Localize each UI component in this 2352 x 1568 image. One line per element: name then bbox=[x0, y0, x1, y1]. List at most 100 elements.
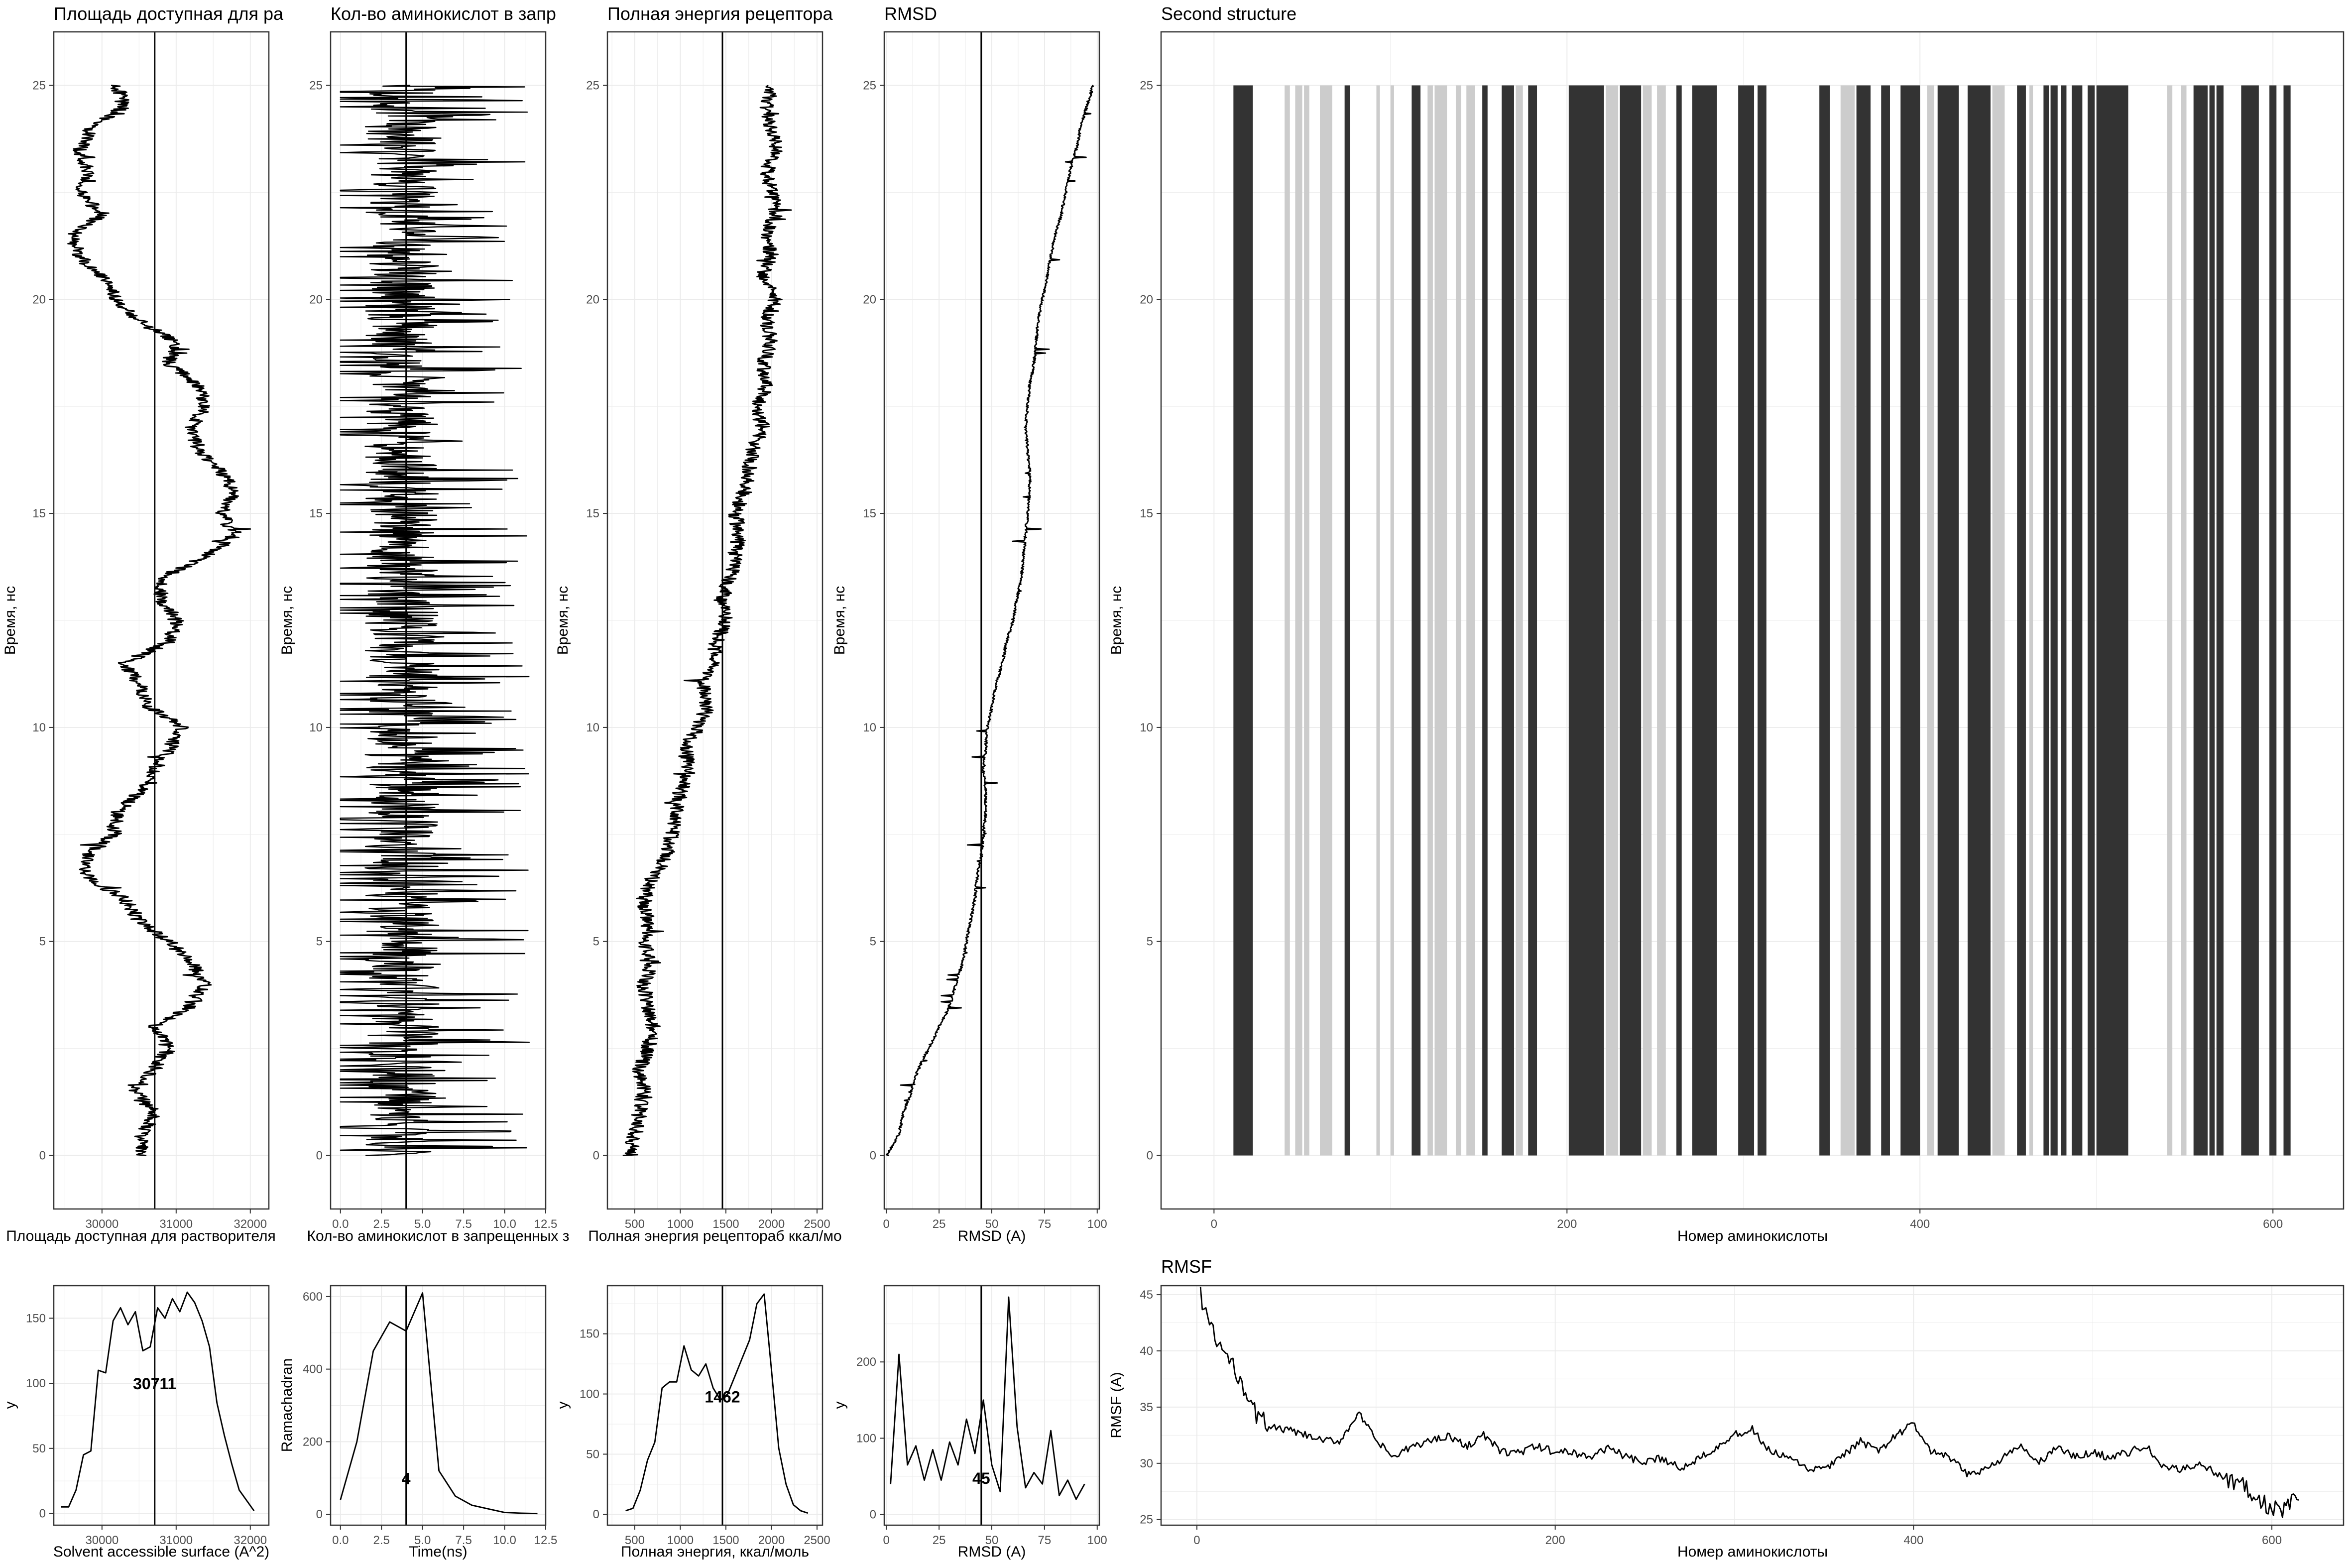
chart-title: Second structure bbox=[1161, 3, 1296, 24]
ss-segment-helix bbox=[1502, 85, 1514, 1156]
y-axis-label: y bbox=[831, 1402, 848, 1409]
ss-segment-sheet bbox=[1516, 85, 1523, 1156]
mean-label: 1462 bbox=[705, 1388, 740, 1406]
y-tick-label: 10 bbox=[1140, 721, 1153, 734]
y-tick-label: 10 bbox=[863, 721, 876, 734]
ss-segment-helix bbox=[1482, 85, 1488, 1156]
ss-segment-helix bbox=[2050, 85, 2058, 1156]
plot-background bbox=[54, 1286, 269, 1525]
ss-segment-helix bbox=[2283, 85, 2291, 1156]
y-tick-label: 200 bbox=[303, 1435, 323, 1448]
y-tick-label: 15 bbox=[1140, 507, 1153, 520]
panel-border bbox=[330, 1285, 547, 1526]
y-tick-label: 0 bbox=[870, 1149, 876, 1163]
y-tick-label: 15 bbox=[32, 507, 46, 520]
x-tick-label: 0 bbox=[883, 1534, 890, 1547]
y-tick-label: 20 bbox=[863, 293, 876, 306]
panel-border bbox=[1160, 1285, 2345, 1526]
y-tick-label: 150 bbox=[26, 1312, 46, 1325]
series-line bbox=[1199, 1287, 2299, 1518]
ss-segment-helix bbox=[2061, 85, 2067, 1156]
ss-segment-helix bbox=[1344, 85, 1350, 1156]
y-tick-label: 15 bbox=[309, 507, 323, 520]
ss-segment-sheet bbox=[2029, 85, 2033, 1156]
y-tick-label: 0 bbox=[1147, 1149, 1153, 1163]
ss-segment-sheet bbox=[1390, 85, 1394, 1156]
gridlines bbox=[1161, 1286, 2344, 1525]
y-tick-label: 35 bbox=[1140, 1401, 1153, 1414]
gridlines bbox=[54, 1286, 269, 1525]
y-tick-label: 20 bbox=[309, 293, 323, 306]
x-tick-label: 600 bbox=[2262, 1534, 2282, 1547]
x-axis-label: Solvent accessible surface (A^2) bbox=[53, 1544, 269, 1560]
panel-border bbox=[606, 1285, 823, 1526]
data-layer bbox=[1199, 1287, 2299, 1518]
y-tick-label: 0 bbox=[870, 1508, 876, 1522]
ss-segment-helix bbox=[1568, 85, 1604, 1156]
y-axis-label: Время, нс bbox=[831, 586, 848, 655]
x-axis-label: Кол-во аминокислот в запрещенных з bbox=[307, 1228, 570, 1244]
mean-label: 30711 bbox=[133, 1375, 176, 1393]
mean-label: 4 bbox=[402, 1469, 411, 1487]
x-tick-label: 31000 bbox=[159, 1217, 193, 1231]
data-layer bbox=[885, 32, 1094, 1209]
series-line bbox=[625, 1293, 809, 1514]
x-tick-label: 1500 bbox=[712, 1217, 739, 1231]
ss-segment-helix bbox=[1411, 85, 1421, 1156]
x-axis-label: RMSD (A) bbox=[958, 1544, 1026, 1560]
y-tick-label: 20 bbox=[1140, 293, 1153, 306]
series-line bbox=[67, 85, 251, 1156]
x-tick-label: 10.0 bbox=[493, 1217, 516, 1231]
series-line bbox=[622, 85, 792, 1156]
y-tick-label: 0 bbox=[593, 1149, 599, 1163]
data-layer bbox=[340, 32, 530, 1209]
ss-segment-sheet bbox=[2181, 85, 2187, 1156]
panel-border bbox=[53, 31, 270, 1210]
x-tick-label: 2500 bbox=[804, 1217, 830, 1231]
chart-title: RMSF bbox=[1161, 1256, 1212, 1277]
x-tick-label: 0.0 bbox=[332, 1534, 349, 1547]
x-axis-label: Площадь доступная для растворителя bbox=[6, 1228, 276, 1244]
ss-segment-helix bbox=[1738, 85, 1755, 1156]
y-tick-label: 100 bbox=[580, 1388, 599, 1401]
chart-title: Полная энергия рецептора bbox=[607, 3, 833, 24]
series-line bbox=[340, 85, 530, 1156]
ss-segment-helix bbox=[1620, 85, 1642, 1156]
x-tick-label: 5.0 bbox=[414, 1217, 431, 1231]
y-axis-label: Время, нс bbox=[279, 586, 295, 655]
series-line bbox=[61, 1291, 255, 1512]
panel-border bbox=[1160, 31, 2345, 1210]
panel-energy_time: 500 1000 1500 2000 2500 0 5 10 15 20 25 Полная энер… bbox=[555, 3, 842, 1244]
y-tick-label: 25 bbox=[1140, 79, 1153, 92]
ss-segment-sheet bbox=[1455, 85, 1461, 1156]
ss-segment-helix bbox=[1528, 85, 1537, 1156]
x-tick-label: 12.5 bbox=[534, 1217, 558, 1231]
y-tick-label: 50 bbox=[32, 1442, 46, 1455]
x-tick-label: 32000 bbox=[234, 1217, 267, 1231]
x-tick-label: 50 bbox=[985, 1217, 999, 1231]
ss-segment-helix bbox=[1967, 85, 1991, 1156]
panel-rmsf: 0 200 400 600 25 30 35 40 45 RMSF Номер аминокисло… bbox=[1108, 1256, 2345, 1560]
x-tick-label: 25 bbox=[933, 1217, 946, 1231]
x-tick-label: 200 bbox=[1557, 1217, 1577, 1231]
x-tick-label: 1000 bbox=[667, 1534, 694, 1547]
x-tick-label: 2000 bbox=[758, 1217, 785, 1231]
ss-segment-helix bbox=[1937, 85, 1959, 1156]
ss-segment-sheet bbox=[1606, 85, 1619, 1156]
x-tick-label: 0 bbox=[1211, 1217, 1217, 1231]
x-tick-label: 25 bbox=[933, 1534, 946, 1547]
x-tick-label: 2500 bbox=[804, 1534, 830, 1547]
gridlines bbox=[331, 32, 546, 1209]
panel-rama_density: 4 0.0 2.5 5.0 7.5 10.0 12.5 0 200 400 600 Time(ns) R… bbox=[279, 1285, 557, 1560]
y-tick-label: 0 bbox=[39, 1149, 46, 1163]
ss-segment-sheet bbox=[1466, 85, 1475, 1156]
ss-segment-helix bbox=[2072, 85, 2083, 1156]
ss-segment-helix bbox=[2096, 85, 2128, 1156]
chart-title: Кол-во аминокислот в запр bbox=[331, 3, 556, 24]
x-axis-label: RMSD (A) bbox=[958, 1228, 1026, 1244]
data-layer bbox=[622, 32, 792, 1209]
plot-background bbox=[1161, 1286, 2344, 1525]
mean-label: 45 bbox=[972, 1469, 990, 1487]
panel-rmsd_time: 0 25 50 75 100 0 5 10 15 20 25 RMSD RMSD (A) Время, н… bbox=[831, 3, 1107, 1244]
ss-segment-helix bbox=[2043, 85, 2049, 1156]
